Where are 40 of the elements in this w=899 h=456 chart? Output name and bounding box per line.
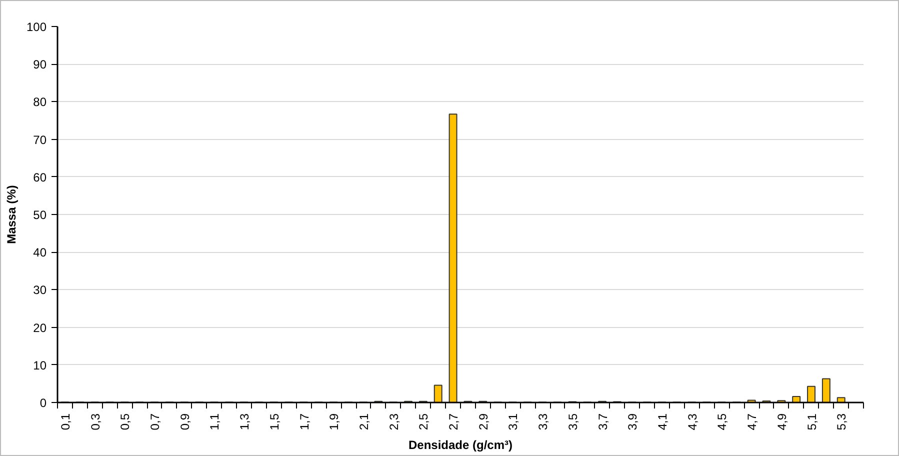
x-tick-label: 2,9	[476, 413, 490, 430]
x-axis-title: Densidade (g/cm³)	[408, 438, 513, 452]
x-tick-label: 2,5	[416, 413, 431, 430]
x-tick-label: 3,5	[566, 413, 580, 430]
y-tick-label: 100	[26, 20, 47, 34]
x-tick-label: 2,1	[356, 413, 371, 430]
x-tick-label: 1,3	[238, 413, 252, 430]
x-tick-label: 3,1	[506, 413, 520, 430]
x-tick-label: 5,3	[834, 413, 849, 430]
x-tick-label: 5,1	[804, 413, 819, 430]
x-tick-label: 2,3	[386, 413, 401, 430]
x-tick-label: 2,7	[446, 413, 461, 430]
x-tick-label: 0,9	[178, 413, 192, 430]
x-tick-label: 1,1	[208, 413, 222, 430]
y-tick-label: 10	[33, 358, 47, 372]
x-tick-label: 0,5	[118, 413, 132, 430]
x-tick-label: 4,3	[685, 413, 700, 430]
x-tick-label: 1,5	[267, 413, 282, 430]
y-tick-label: 80	[33, 95, 47, 110]
y-axis-title: Massa (%)	[4, 185, 18, 244]
x-tick-label: 0,7	[148, 413, 162, 430]
y-tick-label: 20	[33, 320, 47, 335]
y-tick-label: 60	[33, 170, 47, 184]
y-tick-label: 0	[40, 396, 47, 410]
x-tick-label: 3,3	[536, 413, 550, 430]
y-tick-label: 70	[33, 132, 47, 147]
x-tick-label: 3,9	[626, 413, 640, 430]
x-tick-label: 0,3	[88, 413, 102, 430]
x-tick-label: 4,1	[656, 413, 670, 430]
y-tick-label: 90	[33, 58, 47, 72]
x-tick-label: 4,7	[745, 413, 760, 430]
x-tick-label: 3,7	[596, 413, 610, 430]
x-tick-label: 0,1	[58, 413, 72, 430]
y-tick-label: 40	[33, 246, 47, 260]
y-tick-label: 50	[33, 208, 47, 222]
y-tick-label: 30	[33, 283, 47, 298]
x-tick-label: 4,9	[774, 413, 789, 430]
x-tick-label: 1,7	[297, 413, 312, 430]
x-tick-label: 4,5	[715, 413, 730, 430]
x-tick-label: 1,9	[327, 413, 342, 430]
